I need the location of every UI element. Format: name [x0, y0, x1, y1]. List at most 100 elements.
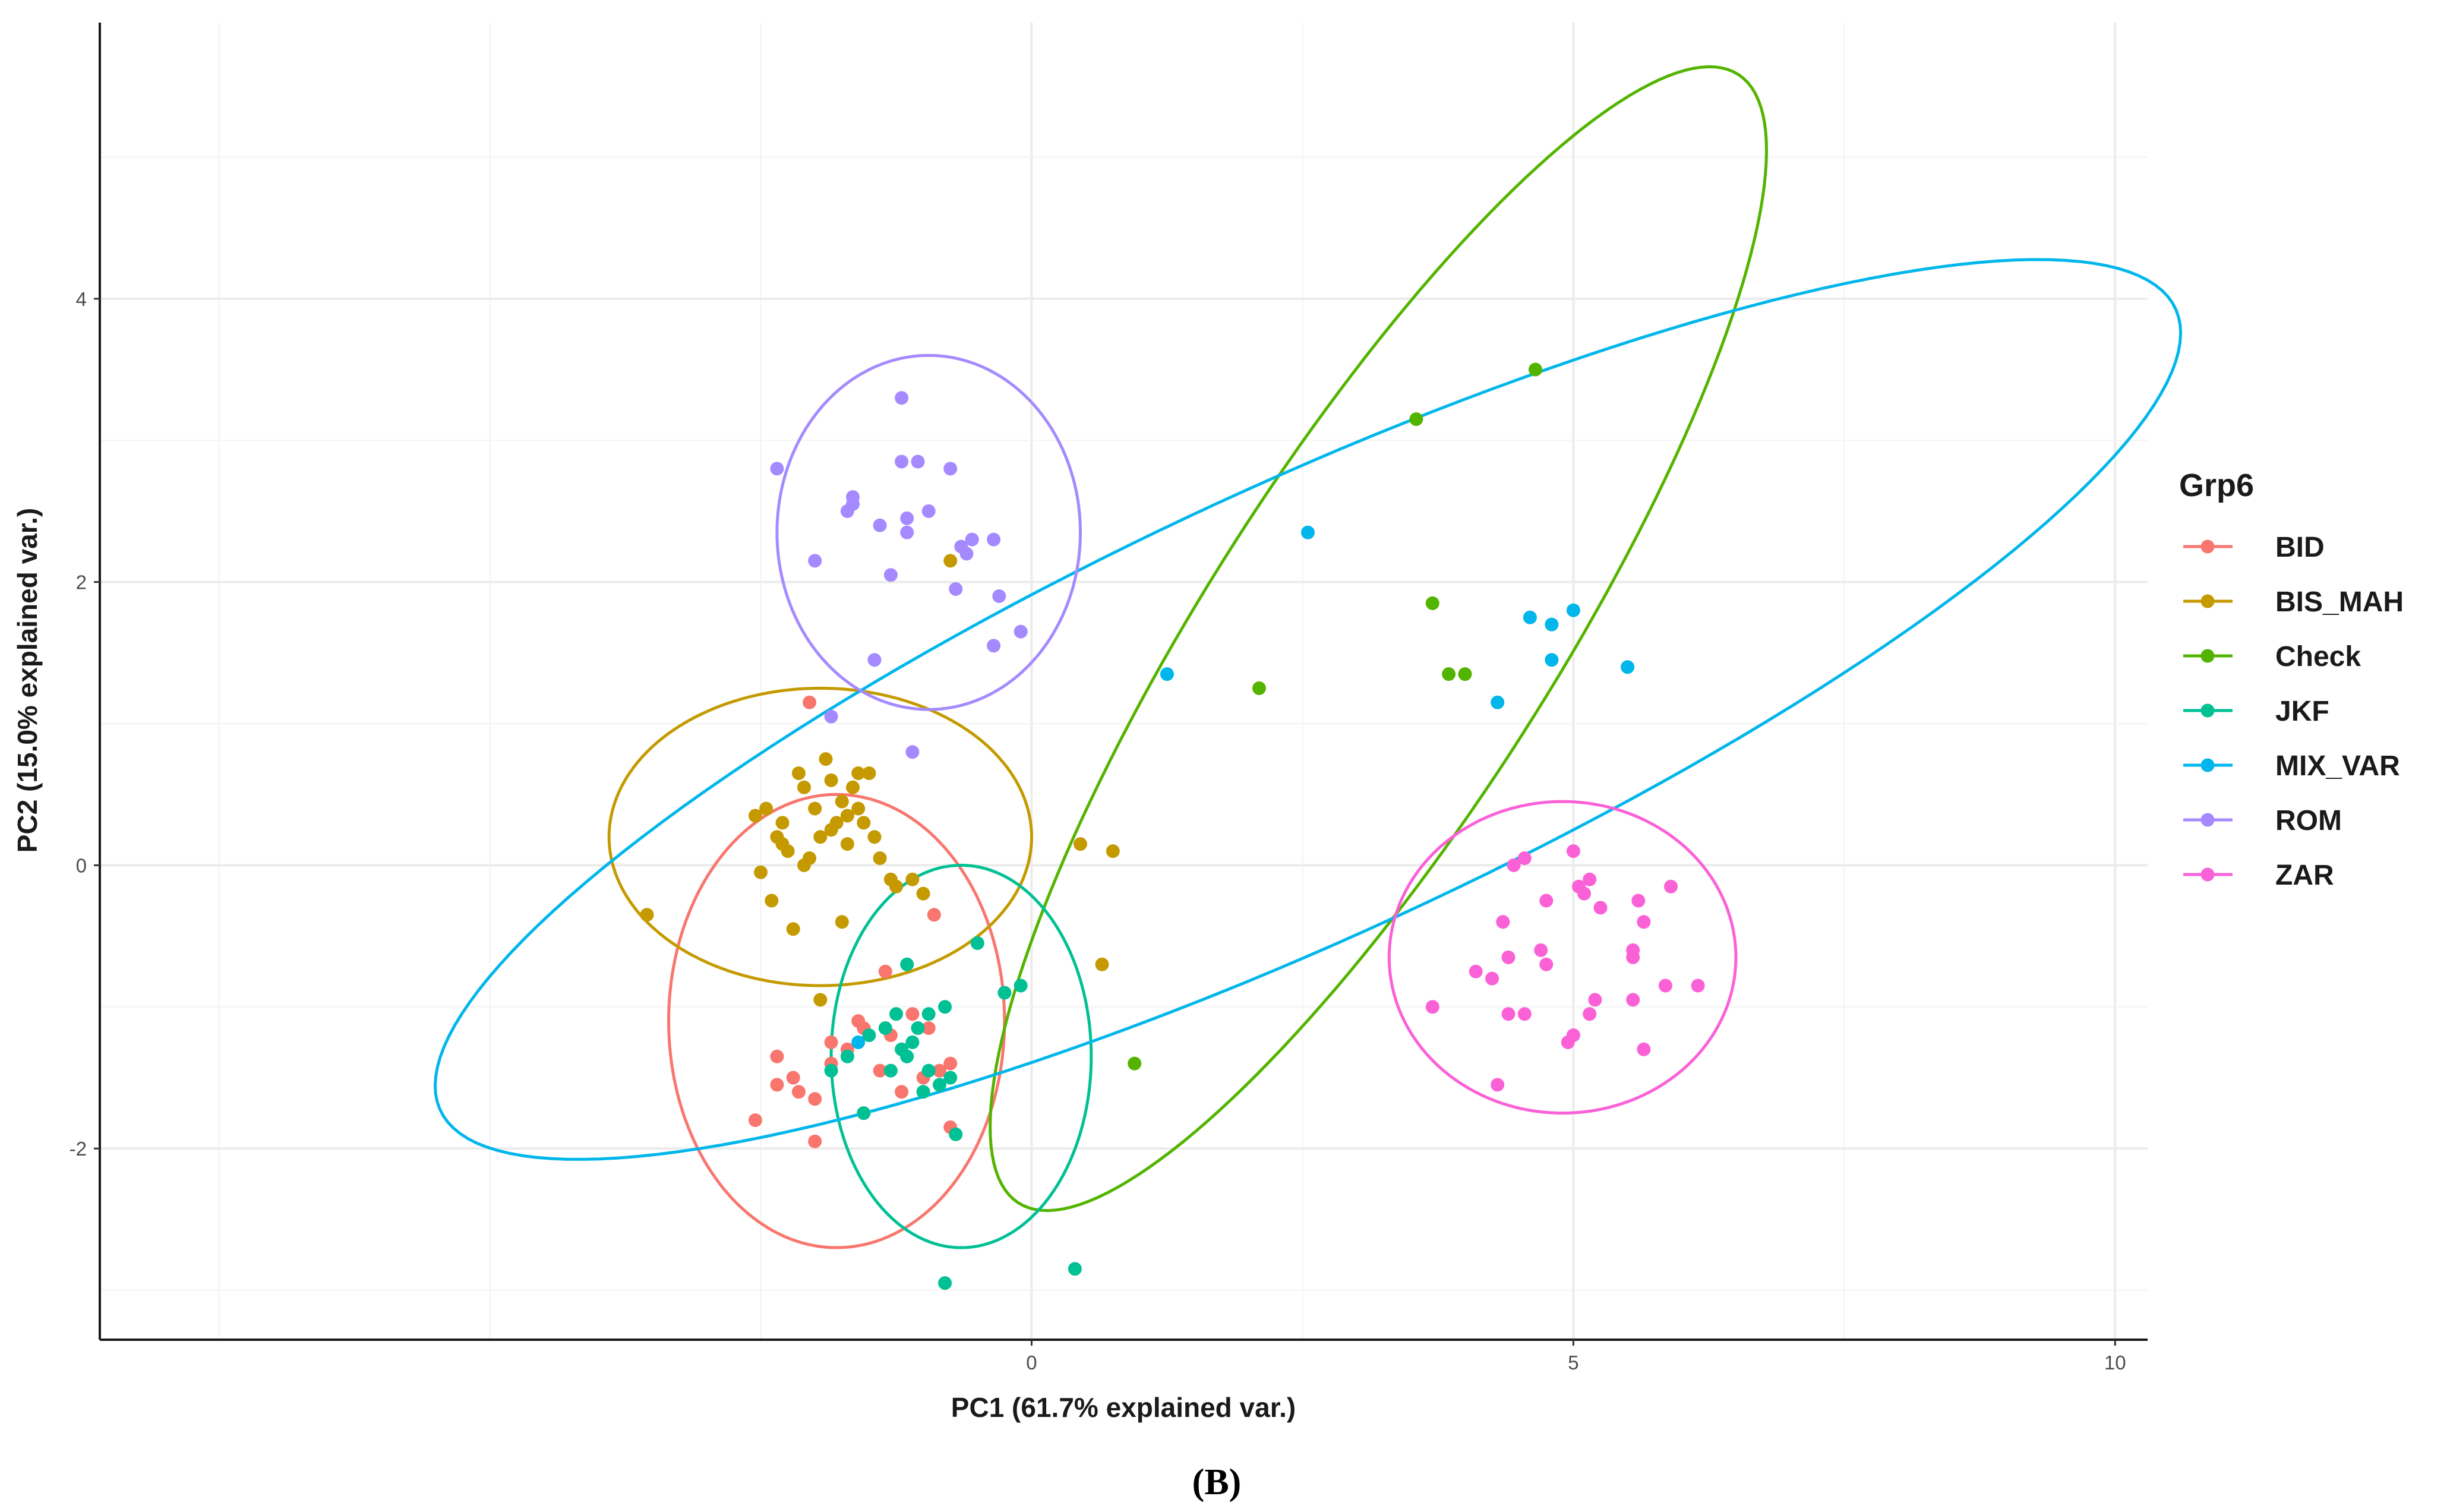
legend-item-jkf: JKF — [2183, 696, 2329, 727]
data-point — [791, 766, 806, 780]
series-rom — [770, 391, 1028, 759]
data-point — [1501, 950, 1516, 964]
legend-items: BID BIS_MAH Check JKF MIX_VAR ROM ZAR — [2183, 532, 2404, 891]
legend-label: JKF — [2275, 696, 2329, 727]
data-point — [867, 830, 882, 844]
data-point — [905, 745, 920, 759]
data-point — [873, 851, 887, 865]
data-point — [987, 532, 1001, 547]
data-point — [1425, 1000, 1439, 1014]
data-point — [1501, 1007, 1516, 1021]
data-point — [878, 1021, 892, 1035]
data-point — [905, 872, 920, 886]
legend-key-point — [2200, 813, 2215, 827]
legend-item-check: Check — [2183, 641, 2361, 673]
data-point — [895, 1085, 909, 1099]
legend-key-point — [2200, 758, 2215, 772]
data-point — [938, 1000, 952, 1014]
data-point — [808, 1134, 822, 1148]
data-point — [808, 1092, 822, 1106]
data-point — [1539, 894, 1554, 908]
data-point — [1458, 667, 1472, 681]
data-point — [1491, 695, 1505, 709]
data-point — [1301, 525, 1315, 539]
data-point — [916, 886, 930, 901]
data-points — [640, 362, 1705, 1290]
data-point — [1252, 681, 1266, 695]
data-point — [824, 1035, 838, 1049]
data-point — [1583, 1007, 1597, 1021]
data-point — [921, 504, 936, 518]
data-point — [1014, 624, 1028, 639]
data-point — [889, 879, 903, 894]
data-point — [808, 801, 822, 816]
legend-label: BIS_MAH — [2275, 586, 2404, 618]
y-tick-label: -2 — [70, 1138, 87, 1160]
data-point — [1491, 1078, 1505, 1092]
data-point — [883, 568, 898, 582]
data-point — [851, 801, 866, 816]
data-point — [911, 454, 925, 469]
series-mix-var — [851, 525, 1635, 1049]
data-point — [921, 1063, 936, 1078]
data-point — [1593, 901, 1608, 915]
series-jkf — [824, 936, 1082, 1290]
x-tick-label: 0 — [1026, 1352, 1037, 1374]
data-point — [835, 794, 849, 809]
data-point — [1442, 667, 1456, 681]
data-point — [1496, 915, 1510, 929]
ellipse-mix-var — [433, 258, 2183, 1161]
data-point — [1128, 1056, 1142, 1071]
data-point — [1658, 978, 1672, 993]
data-point — [933, 1063, 946, 1078]
legend-item-bid: BID — [2183, 532, 2325, 563]
data-point — [1621, 660, 1635, 674]
data-point — [857, 816, 871, 830]
data-point — [824, 823, 838, 837]
legend: Grp6 BID BIS_MAH Check JKF MIX_VAR ROM ZAR — [2179, 468, 2404, 891]
data-point — [949, 1127, 963, 1141]
data-point — [867, 653, 882, 667]
data-point — [803, 695, 817, 709]
data-point — [970, 936, 984, 950]
data-point — [840, 1049, 854, 1063]
data-point — [770, 1049, 784, 1063]
legend-key-point — [2200, 539, 2215, 554]
data-point — [916, 1085, 930, 1099]
legend-item-rom: ROM — [2183, 805, 2342, 837]
data-point — [911, 1021, 925, 1035]
data-point — [1583, 872, 1597, 886]
data-point — [987, 639, 1001, 653]
data-point — [1539, 957, 1554, 971]
data-point — [1068, 1262, 1082, 1276]
data-point — [862, 1028, 876, 1042]
legend-key-point — [2200, 649, 2215, 663]
data-point — [1626, 950, 1640, 964]
series-zar — [1425, 844, 1705, 1092]
data-point — [851, 1014, 866, 1028]
data-point — [873, 1063, 887, 1078]
data-point — [992, 589, 1006, 603]
data-point — [748, 809, 762, 823]
y-axis-title: PC2 (15.0% explained var.) — [12, 508, 43, 853]
data-point — [873, 518, 887, 532]
data-point — [905, 1007, 920, 1021]
data-point — [640, 908, 654, 922]
data-point — [748, 1113, 762, 1127]
legend-item-mix-var: MIX_VAR — [2183, 750, 2400, 782]
legend-item-bis-mah: BIS_MAH — [2183, 586, 2404, 618]
series-bis-mah — [640, 554, 1120, 1007]
ellipse-jkf — [829, 863, 1093, 1249]
data-point — [813, 993, 828, 1007]
ellipse-bid — [667, 793, 1006, 1249]
data-point — [1160, 667, 1174, 681]
data-point — [1534, 943, 1548, 957]
data-point — [1545, 653, 1559, 667]
data-point — [997, 986, 1012, 1000]
confidence-ellipses — [433, 65, 2183, 1249]
data-point — [1074, 837, 1087, 851]
data-point — [840, 837, 854, 851]
data-point — [1014, 978, 1028, 993]
